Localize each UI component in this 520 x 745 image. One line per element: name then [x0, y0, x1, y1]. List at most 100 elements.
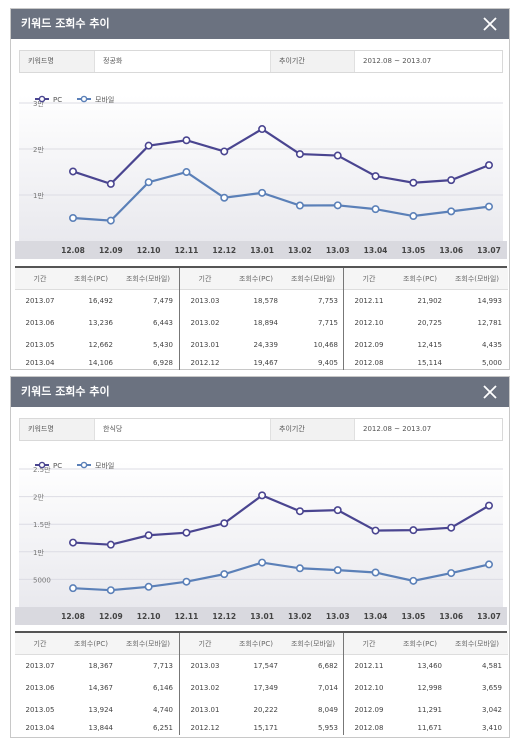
- data-point[interactable]: [484, 501, 493, 510]
- data-point[interactable]: [295, 564, 304, 573]
- data-point[interactable]: [295, 507, 304, 516]
- data-point[interactable]: [484, 560, 493, 569]
- data-point[interactable]: [106, 586, 115, 595]
- data-point[interactable]: [409, 526, 418, 535]
- x-axis-band: [15, 241, 507, 259]
- keyword-info-bar: 키워드명 한식당 추이기간 2012.08 ~ 2013.07: [19, 418, 503, 441]
- search-count-table: 기간 조회수(PC) 조회수(모바일) 2013.07 18,367 7,713 2013.…: [15, 631, 508, 735]
- data-point[interactable]: [106, 179, 115, 188]
- mobile-count-cell: 3,410: [481, 724, 502, 732]
- table-header-row: 기간 조회수(PC) 조회수(모바일): [15, 268, 179, 290]
- data-point[interactable]: [258, 188, 267, 197]
- table-row: 2013.02 17,349 7,014: [180, 677, 344, 699]
- trend-chart-svg: 5000 1만 1.5만 2만 2.5만 12.08 12.09 12.10 12.11 12.1…: [15, 461, 507, 625]
- mobile-count-cell: 7,479: [152, 297, 173, 305]
- data-point[interactable]: [484, 161, 493, 170]
- data-point[interactable]: [220, 519, 229, 528]
- panel-titlebar: 키워드 조회수 추이: [11, 377, 509, 407]
- table-row: 2012.09 12,415 4,435: [344, 334, 508, 356]
- data-point[interactable]: [144, 531, 153, 540]
- data-point[interactable]: [220, 570, 229, 579]
- table-header-cell: 조회수(모바일): [454, 274, 500, 283]
- table-row: 2012.12 15,171 5,953: [180, 721, 344, 735]
- data-point[interactable]: [144, 178, 153, 187]
- period-cell: 2013.02: [190, 319, 220, 327]
- period-cell: 2012.12: [190, 359, 220, 367]
- x-tick-label: 13.04: [364, 246, 388, 255]
- data-point[interactable]: [68, 167, 77, 176]
- data-point[interactable]: [371, 172, 380, 181]
- data-point[interactable]: [371, 205, 380, 214]
- data-point[interactable]: [371, 568, 380, 577]
- data-point[interactable]: [333, 566, 342, 575]
- data-point[interactable]: [484, 202, 493, 211]
- data-point[interactable]: [333, 506, 342, 515]
- legend-marker: [38, 461, 46, 469]
- data-point[interactable]: [220, 147, 229, 156]
- data-point[interactable]: [68, 214, 77, 223]
- data-point[interactable]: [258, 125, 267, 134]
- data-point[interactable]: [258, 491, 267, 500]
- search-count-table: 기간 조회수(PC) 조회수(모바일) 2013.07 16,492 7,479 2013.…: [15, 266, 508, 370]
- x-tick-label: 13.05: [401, 246, 425, 255]
- table-header-cell: 기간: [362, 639, 376, 648]
- data-point[interactable]: [447, 523, 456, 532]
- data-point[interactable]: [409, 576, 418, 585]
- data-point[interactable]: [333, 201, 342, 210]
- table-header-cell: 조회수(모바일): [125, 274, 171, 283]
- table-header-cell: 조회수(모바일): [454, 639, 500, 648]
- data-point[interactable]: [295, 150, 304, 159]
- period-cell: 2012.09: [354, 706, 384, 714]
- period-label: 추이기간: [270, 51, 355, 72]
- table-group: 기간 조회수(PC) 조회수(모바일) 2012.11 21,902 14,993 2012…: [343, 268, 508, 370]
- y-tick-label: 3만: [33, 99, 44, 108]
- period-cell: 2013.03: [190, 662, 220, 670]
- data-point[interactable]: [409, 178, 418, 187]
- x-tick-label: 13.05: [401, 612, 425, 621]
- mobile-count-cell: 3,659: [481, 684, 502, 692]
- data-point[interactable]: [371, 526, 380, 535]
- data-point[interactable]: [144, 582, 153, 591]
- table-row: 2013.07 18,367 7,713: [15, 655, 179, 677]
- x-tick-label: 12.08: [61, 612, 85, 621]
- table-row: 2013.07 16,492 7,479: [15, 290, 179, 312]
- pc-count-cell: 17,547: [253, 662, 279, 670]
- data-point[interactable]: [447, 207, 456, 216]
- data-point[interactable]: [220, 193, 229, 202]
- table-row: 2012.09 11,291 3,042: [344, 699, 508, 721]
- pc-count-cell: 13,924: [88, 706, 114, 714]
- data-point[interactable]: [182, 528, 191, 537]
- table-header-cell: 기간: [33, 274, 47, 283]
- table-row: 2013.05 13,924 4,740: [15, 699, 179, 721]
- x-tick-label: 13.07: [477, 246, 501, 255]
- table-row: 2013.03 17,547 6,682: [180, 655, 344, 677]
- data-point[interactable]: [182, 168, 191, 177]
- period-cell: 2013.03: [190, 297, 220, 305]
- legend-label: 모바일: [95, 95, 114, 104]
- keyword-value: 정공화: [103, 57, 123, 65]
- close-icon[interactable]: [479, 13, 501, 35]
- data-point[interactable]: [182, 136, 191, 145]
- data-point[interactable]: [144, 141, 153, 150]
- table-group: 기간 조회수(PC) 조회수(모바일) 2013.07 16,492 7,479 2013.…: [15, 268, 179, 370]
- data-point[interactable]: [447, 176, 456, 185]
- x-tick-label: 12.09: [99, 612, 123, 621]
- data-point[interactable]: [333, 151, 342, 160]
- data-point[interactable]: [258, 558, 267, 567]
- trend-line-chart: 5000 1만 1.5만 2만 2.5만 12.08 12.09 12.10 12.11 12.1…: [15, 449, 507, 631]
- pc-count-cell: 20,725: [417, 319, 443, 327]
- table-header-cell: 조회수(모바일): [290, 274, 336, 283]
- data-point[interactable]: [106, 540, 115, 549]
- data-point[interactable]: [295, 201, 304, 210]
- keyword-trend-panel-1: 키워드 조회수 추이 키워드명 정공화 추이기간 2012.08 ~ 2013.…: [10, 8, 510, 370]
- period-cell: 2013.07: [25, 662, 55, 670]
- close-icon[interactable]: [479, 381, 501, 403]
- data-point[interactable]: [68, 538, 77, 547]
- data-point[interactable]: [409, 212, 418, 221]
- data-point[interactable]: [447, 569, 456, 578]
- table-row: 2013.03 18,578 7,753: [180, 290, 344, 312]
- data-point[interactable]: [182, 577, 191, 586]
- data-point[interactable]: [68, 584, 77, 593]
- data-point[interactable]: [106, 216, 115, 225]
- pc-count-cell: 15,171: [253, 724, 279, 732]
